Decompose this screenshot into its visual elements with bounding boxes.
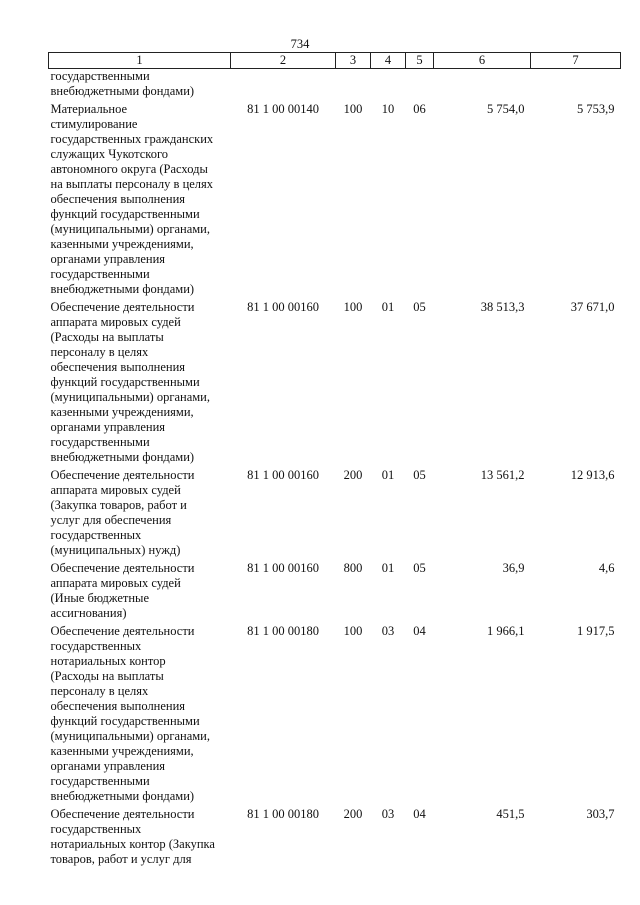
column-header: 7 (530, 52, 621, 69)
subsection-cell: 04 (413, 624, 426, 638)
description-cell: государственными внебюджетными фондами) (50, 69, 195, 98)
description-cell: Обеспечение деятельности аппарата мировы… (50, 300, 210, 464)
description-cell: Обеспечение деятельности аппарата мировы… (50, 561, 195, 620)
value-cell: 1 917,5 (577, 624, 615, 638)
value-cell (531, 69, 621, 103)
subsection-cell (406, 69, 434, 103)
table-row: государственными внебюджетными фондами) (49, 69, 621, 103)
subsection-cell: 05 (413, 561, 426, 575)
value-cell: 37 671,0 (570, 300, 615, 314)
section-cell: 01 (381, 468, 395, 482)
column-header: 2 (230, 52, 336, 69)
value-cell: 4,6 (598, 561, 615, 575)
section-cell: 03 (381, 624, 395, 638)
code-cell: 81 1 00 00180 (247, 807, 319, 821)
expense-type-cell: 200 (343, 468, 363, 482)
value-cell: 5 753,9 (577, 102, 615, 116)
subsection-cell: 06 (413, 102, 426, 116)
column-header: 5 (405, 52, 434, 69)
expense-type-cell: 200 (343, 807, 363, 821)
expense-type-cell (336, 69, 371, 103)
code-cell: 81 1 00 00160 (247, 468, 319, 482)
value-cell: 1 966,1 (487, 624, 525, 638)
value-cell: 451,5 (496, 807, 525, 821)
value-cell (434, 69, 531, 103)
subsection-cell: 05 (413, 468, 426, 482)
column-header: 3 (335, 52, 371, 69)
column-header: 4 (370, 52, 406, 69)
table-row: Обеспечение деятельности государственных… (49, 807, 621, 870)
section-cell: 03 (381, 807, 395, 821)
value-cell: 303,7 (586, 807, 615, 821)
page-number: 734 (290, 37, 310, 51)
value-cell: 38 513,3 (480, 300, 525, 314)
section-cell: 01 (381, 561, 395, 575)
code-cell: 81 1 00 00140 (247, 102, 319, 116)
table-row: Обеспечение деятельности государственных… (49, 624, 621, 807)
expense-type-cell: 800 (343, 561, 363, 575)
code-cell: 81 1 00 00160 (247, 300, 319, 314)
code-cell: 81 1 00 00180 (247, 624, 319, 638)
subsection-cell: 05 (413, 300, 426, 314)
table-row: Материальное стимулирование государствен… (49, 102, 621, 300)
description-cell: Материальное стимулирование государствен… (50, 102, 214, 296)
expense-type-cell: 100 (343, 102, 363, 116)
column-header: 1 (48, 52, 231, 69)
description-cell: Обеспечение деятельности государственных… (50, 807, 215, 866)
column-header: 6 (433, 52, 531, 69)
section-cell: 01 (381, 300, 395, 314)
value-cell: 12 913,6 (570, 468, 615, 482)
value-cell: 5 754,0 (487, 102, 525, 116)
table-row: Обеспечение деятельности аппарата мировы… (49, 561, 621, 624)
code-cell: 81 1 00 00160 (247, 561, 319, 575)
code-cell (231, 69, 336, 103)
description-cell: Обеспечение деятельности аппарата мировы… (50, 468, 195, 557)
section-cell: 10 (381, 102, 395, 116)
description-cell: Обеспечение деятельности государственных… (50, 624, 210, 803)
expense-type-cell: 100 (343, 300, 363, 314)
value-cell: 13 561,2 (480, 468, 525, 482)
expense-type-cell: 100 (343, 624, 363, 638)
table-row: Обеспечение деятельности аппарата мировы… (49, 300, 621, 468)
value-cell: 36,9 (502, 561, 525, 575)
subsection-cell: 04 (413, 807, 426, 821)
table-row: Обеспечение деятельности аппарата мировы… (49, 468, 621, 561)
section-cell (371, 69, 406, 103)
